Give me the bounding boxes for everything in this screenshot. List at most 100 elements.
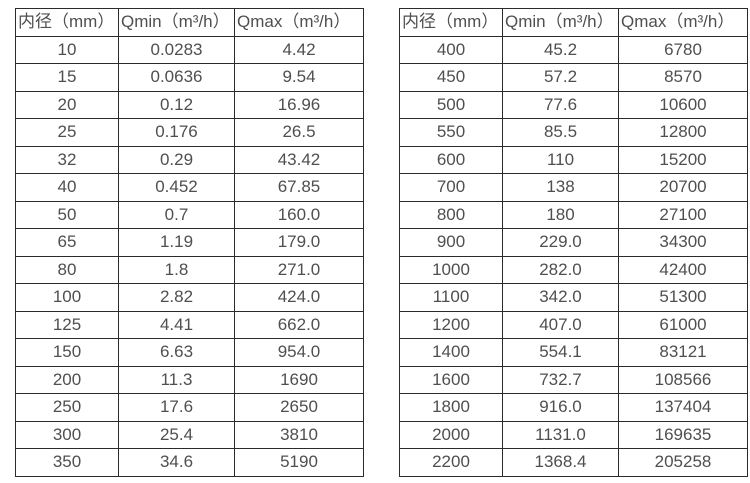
table-row: 1100 342.0 51300 [399, 283, 748, 312]
table-cell: 61000 [618, 310, 748, 339]
column-header: 内径（mm） [399, 8, 503, 37]
table-row: 250 17.6 2650 [15, 393, 364, 422]
table-cell: 200 [15, 365, 119, 394]
table-cell: 342.0 [502, 283, 619, 312]
table-row: 10 0.0283 4.42 [15, 35, 364, 64]
table-row: 400 45.2 6780 [399, 35, 748, 64]
column-header: Qmin（m³/h） [502, 8, 619, 37]
table-cell: 26.5 [234, 118, 364, 147]
table-row: 500 77.6 10600 [399, 90, 748, 119]
table-cell: 1690 [234, 365, 364, 394]
table-row: 32 0.29 43.42 [15, 145, 364, 174]
table-cell: 125 [15, 310, 119, 339]
table-cell: 300 [15, 420, 119, 449]
table-cell: 0.0283 [118, 35, 235, 64]
table-cell: 400 [399, 35, 503, 64]
table-cell: 1400 [399, 338, 503, 367]
table-cell: 51300 [618, 283, 748, 312]
flow-range-table-small-diameters: 内径（mm） Qmin（m³/h） Qmax（m³/h） 10 0.0283 4.42 15… [15, 8, 364, 477]
table-cell: 800 [399, 200, 503, 229]
table-cell: 17.6 [118, 393, 235, 422]
table-cell: 83121 [618, 338, 748, 367]
table-row: 20 0.12 16.96 [15, 90, 364, 119]
table-cell: 554.1 [502, 338, 619, 367]
table-row: 100 2.82 424.0 [15, 283, 364, 312]
table-cell: 150 [15, 338, 119, 367]
table-row: 50 0.7 160.0 [15, 200, 364, 229]
table-cell: 15 [15, 63, 119, 92]
table-row: 125 4.41 662.0 [15, 310, 364, 339]
table-cell: 2650 [234, 393, 364, 422]
table-cell: 5190 [234, 448, 364, 477]
table-row: 150 6.63 954.0 [15, 338, 364, 367]
table-row: 1400 554.1 83121 [399, 338, 748, 367]
table-cell: 10 [15, 35, 119, 64]
table-row: 700 138 20700 [399, 173, 748, 202]
column-header: 内径（mm） [15, 8, 119, 37]
table-row: 2200 1368.4 205258 [399, 448, 748, 477]
table-cell: 424.0 [234, 283, 364, 312]
table-cell: 137404 [618, 393, 748, 422]
table-row: 25 0.176 26.5 [15, 118, 364, 147]
table-cell: 8570 [618, 63, 748, 92]
table-row: 300 25.4 3810 [15, 420, 364, 449]
table-cell: 0.452 [118, 173, 235, 202]
table-cell: 662.0 [234, 310, 364, 339]
table-cell: 2.82 [118, 283, 235, 312]
column-header: Qmax（m³/h） [618, 8, 748, 37]
flow-range-table-large-diameters: 内径（mm） Qmin（m³/h） Qmax（m³/h） 400 45.2 6780 450… [399, 8, 748, 477]
table-cell: 45.2 [502, 35, 619, 64]
table-row: 65 1.19 179.0 [15, 228, 364, 257]
table-cell: 16.96 [234, 90, 364, 119]
table-cell: 600 [399, 145, 503, 174]
table-row: 1200 407.0 61000 [399, 310, 748, 339]
table-cell: 0.176 [118, 118, 235, 147]
table-cell: 138 [502, 173, 619, 202]
table-row: 800 180 27100 [399, 200, 748, 229]
table-row: 1000 282.0 42400 [399, 255, 748, 284]
table-cell: 9.54 [234, 63, 364, 92]
table-cell: 80 [15, 255, 119, 284]
table-cell: 1200 [399, 310, 503, 339]
table-cell: 0.29 [118, 145, 235, 174]
table-cell: 4.42 [234, 35, 364, 64]
table-cell: 180 [502, 200, 619, 229]
table-row: 15 0.0636 9.54 [15, 63, 364, 92]
table-cell: 0.7 [118, 200, 235, 229]
table-cell: 27100 [618, 200, 748, 229]
table-cell: 1800 [399, 393, 503, 422]
column-header: Qmax（m³/h） [234, 8, 364, 37]
table-cell: 6.63 [118, 338, 235, 367]
table-cell: 1600 [399, 365, 503, 394]
table-cell: 3810 [234, 420, 364, 449]
table-cell: 108566 [618, 365, 748, 394]
table-cell: 57.2 [502, 63, 619, 92]
table-cell: 25.4 [118, 420, 235, 449]
column-header: Qmin（m³/h） [118, 8, 235, 37]
table-cell: 32 [15, 145, 119, 174]
table-cell: 2200 [399, 448, 503, 477]
table-cell: 407.0 [502, 310, 619, 339]
table-row: 40 0.452 67.85 [15, 173, 364, 202]
table-cell: 20700 [618, 173, 748, 202]
table-row: 600 110 15200 [399, 145, 748, 174]
table-row: 450 57.2 8570 [399, 63, 748, 92]
table-cell: 0.12 [118, 90, 235, 119]
table-cell: 1.8 [118, 255, 235, 284]
table-cell: 1000 [399, 255, 503, 284]
table-cell: 43.42 [234, 145, 364, 174]
table-cell: 67.85 [234, 173, 364, 202]
table-cell: 500 [399, 90, 503, 119]
table-cell: 229.0 [502, 228, 619, 257]
table-cell: 900 [399, 228, 503, 257]
table-row: 80 1.8 271.0 [15, 255, 364, 284]
table-cell: 34.6 [118, 448, 235, 477]
table-cell: 2000 [399, 420, 503, 449]
table-cell: 40 [15, 173, 119, 202]
table-cell: 954.0 [234, 338, 364, 367]
table-cell: 1.19 [118, 228, 235, 257]
table-cell: 916.0 [502, 393, 619, 422]
table-cell: 10600 [618, 90, 748, 119]
table-cell: 450 [399, 63, 503, 92]
